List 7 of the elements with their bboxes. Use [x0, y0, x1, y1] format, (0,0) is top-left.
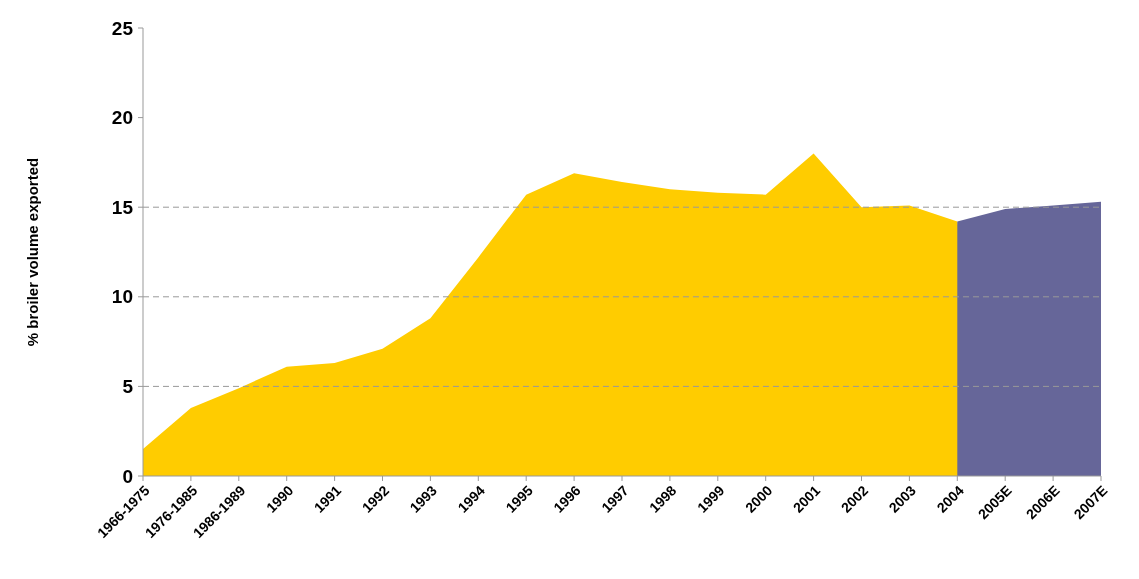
y-tick-label: 20	[111, 107, 133, 129]
y-tick-label: 10	[111, 286, 133, 308]
y-tick-label: 0	[122, 465, 133, 487]
y-tick-label: 15	[111, 196, 134, 218]
y-axis-title: % broiler volume exported	[24, 157, 41, 347]
y-tick-label: 5	[122, 376, 134, 398]
y-tick-label: 25	[111, 17, 134, 39]
